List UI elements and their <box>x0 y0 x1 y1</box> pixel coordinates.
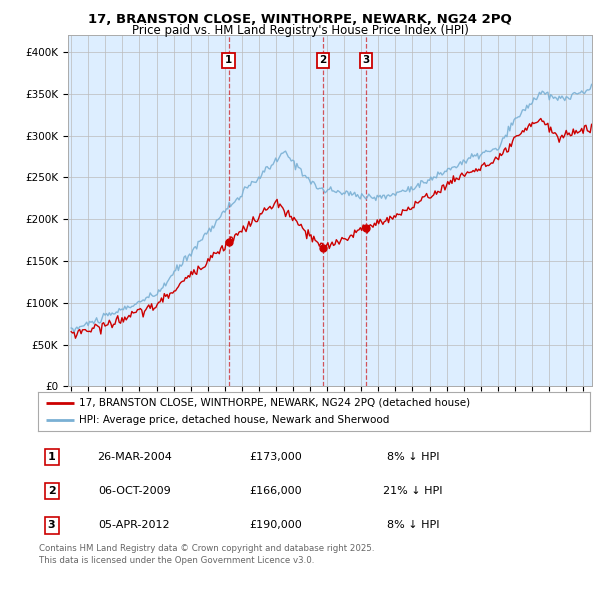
Text: HPI: Average price, detached house, Newark and Sherwood: HPI: Average price, detached house, Newa… <box>79 415 389 425</box>
Text: 21% ↓ HPI: 21% ↓ HPI <box>383 486 443 496</box>
Text: 8% ↓ HPI: 8% ↓ HPI <box>387 520 439 530</box>
Text: 1: 1 <box>225 55 232 65</box>
Text: 05-APR-2012: 05-APR-2012 <box>98 520 170 530</box>
Text: 2: 2 <box>48 486 55 496</box>
Text: 2: 2 <box>320 55 327 65</box>
Text: 3: 3 <box>362 55 370 65</box>
Text: Contains HM Land Registry data © Crown copyright and database right 2025.: Contains HM Land Registry data © Crown c… <box>39 544 374 553</box>
Text: 1: 1 <box>48 453 55 462</box>
Text: 8% ↓ HPI: 8% ↓ HPI <box>387 453 439 462</box>
Text: 06-OCT-2009: 06-OCT-2009 <box>98 486 171 496</box>
Text: 3: 3 <box>48 520 55 530</box>
Text: 26-MAR-2004: 26-MAR-2004 <box>97 453 172 462</box>
Text: 17, BRANSTON CLOSE, WINTHORPE, NEWARK, NG24 2PQ: 17, BRANSTON CLOSE, WINTHORPE, NEWARK, N… <box>88 13 512 26</box>
Text: Price paid vs. HM Land Registry's House Price Index (HPI): Price paid vs. HM Land Registry's House … <box>131 24 469 37</box>
Text: £173,000: £173,000 <box>249 453 302 462</box>
Text: £190,000: £190,000 <box>249 520 302 530</box>
Text: £166,000: £166,000 <box>249 486 301 496</box>
Text: This data is licensed under the Open Government Licence v3.0.: This data is licensed under the Open Gov… <box>39 556 314 565</box>
Text: 17, BRANSTON CLOSE, WINTHORPE, NEWARK, NG24 2PQ (detached house): 17, BRANSTON CLOSE, WINTHORPE, NEWARK, N… <box>79 398 470 408</box>
